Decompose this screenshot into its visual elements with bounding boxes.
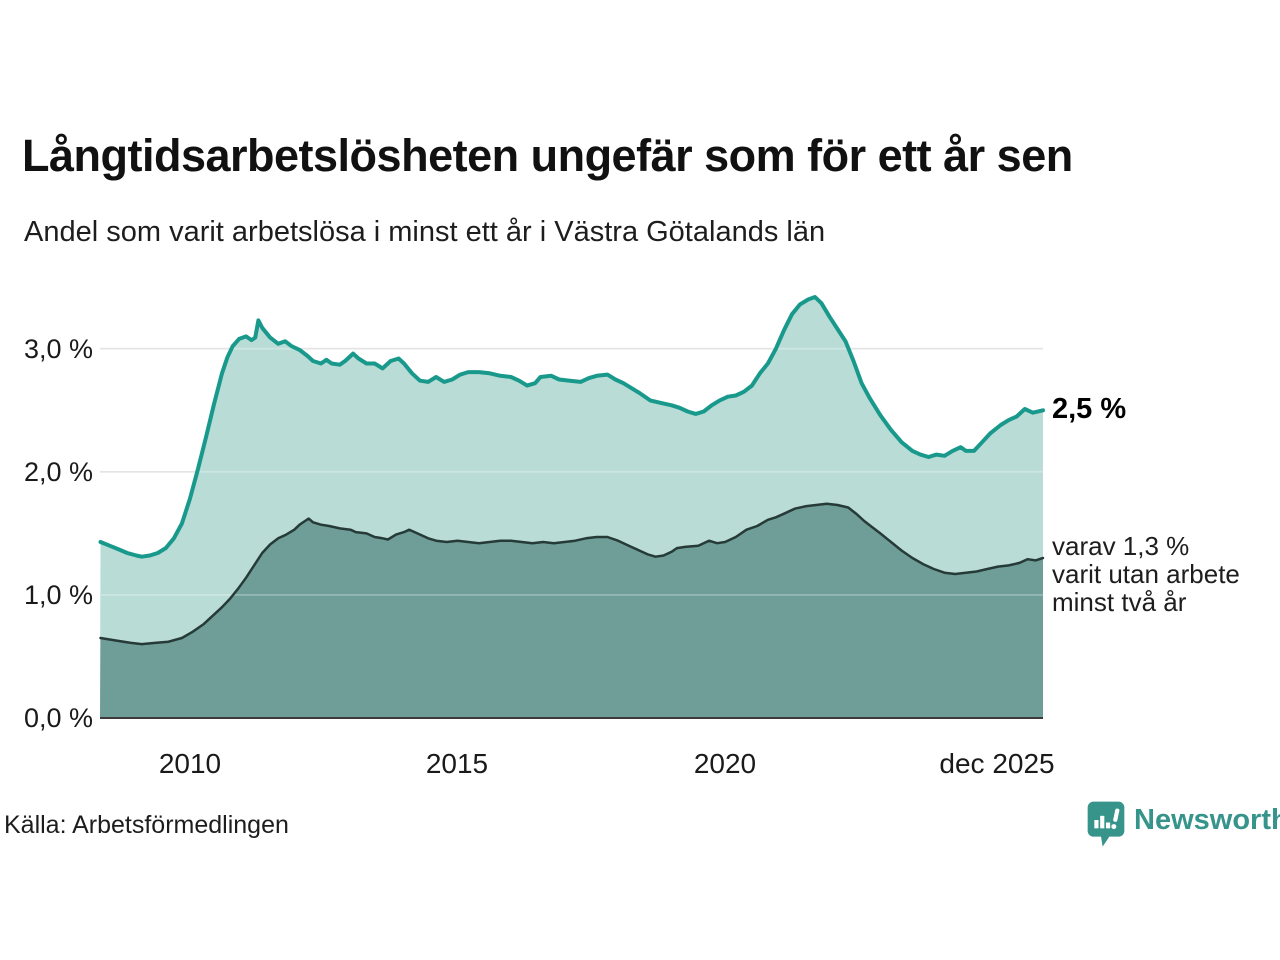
series1-end-value-label: 2,5 % bbox=[1052, 393, 1127, 425]
source-note: Källa: Arbetsförmedlingen bbox=[4, 811, 289, 839]
x-tick-2010: 2010 bbox=[158, 748, 222, 779]
chart-subtitle: Andel som varit arbetslösa i minst ett å… bbox=[24, 216, 826, 248]
x-tick-2020: 2020 bbox=[693, 748, 757, 779]
series2-annotation-line3: minst två år bbox=[1052, 587, 1187, 617]
page-title: Långtidsarbetslösheten ungefär som för e… bbox=[22, 130, 1073, 181]
series-min-two-years-line bbox=[99, 502, 1045, 646]
series2-annotation: varav 1,3 % varit utan arbete minst två … bbox=[1052, 532, 1240, 616]
y-tick-1: 1,0 % bbox=[23, 580, 93, 610]
series2-annotation-line2: varit utan arbete bbox=[1052, 559, 1240, 589]
newsworthy-bubble-icon bbox=[1087, 801, 1125, 847]
x-tick-2015: 2015 bbox=[425, 748, 489, 779]
y-tick-3: 3,0 % bbox=[23, 334, 93, 364]
y-tick-2: 2,0 % bbox=[23, 457, 93, 487]
series2-annotation-line1: varav 1,3 % bbox=[1052, 531, 1190, 561]
newsworthy-wordmark: Newsworthy bbox=[1134, 804, 1280, 836]
series-min-two-years-area bbox=[100, 503, 1043, 718]
y-tick-0: 0,0 % bbox=[23, 703, 93, 733]
series-min-one-year-line bbox=[98, 295, 1045, 559]
newsworthy-logo: Newsworthy bbox=[1086, 800, 1280, 850]
x-tick-dec-2025: dec 2025 bbox=[939, 748, 1055, 779]
